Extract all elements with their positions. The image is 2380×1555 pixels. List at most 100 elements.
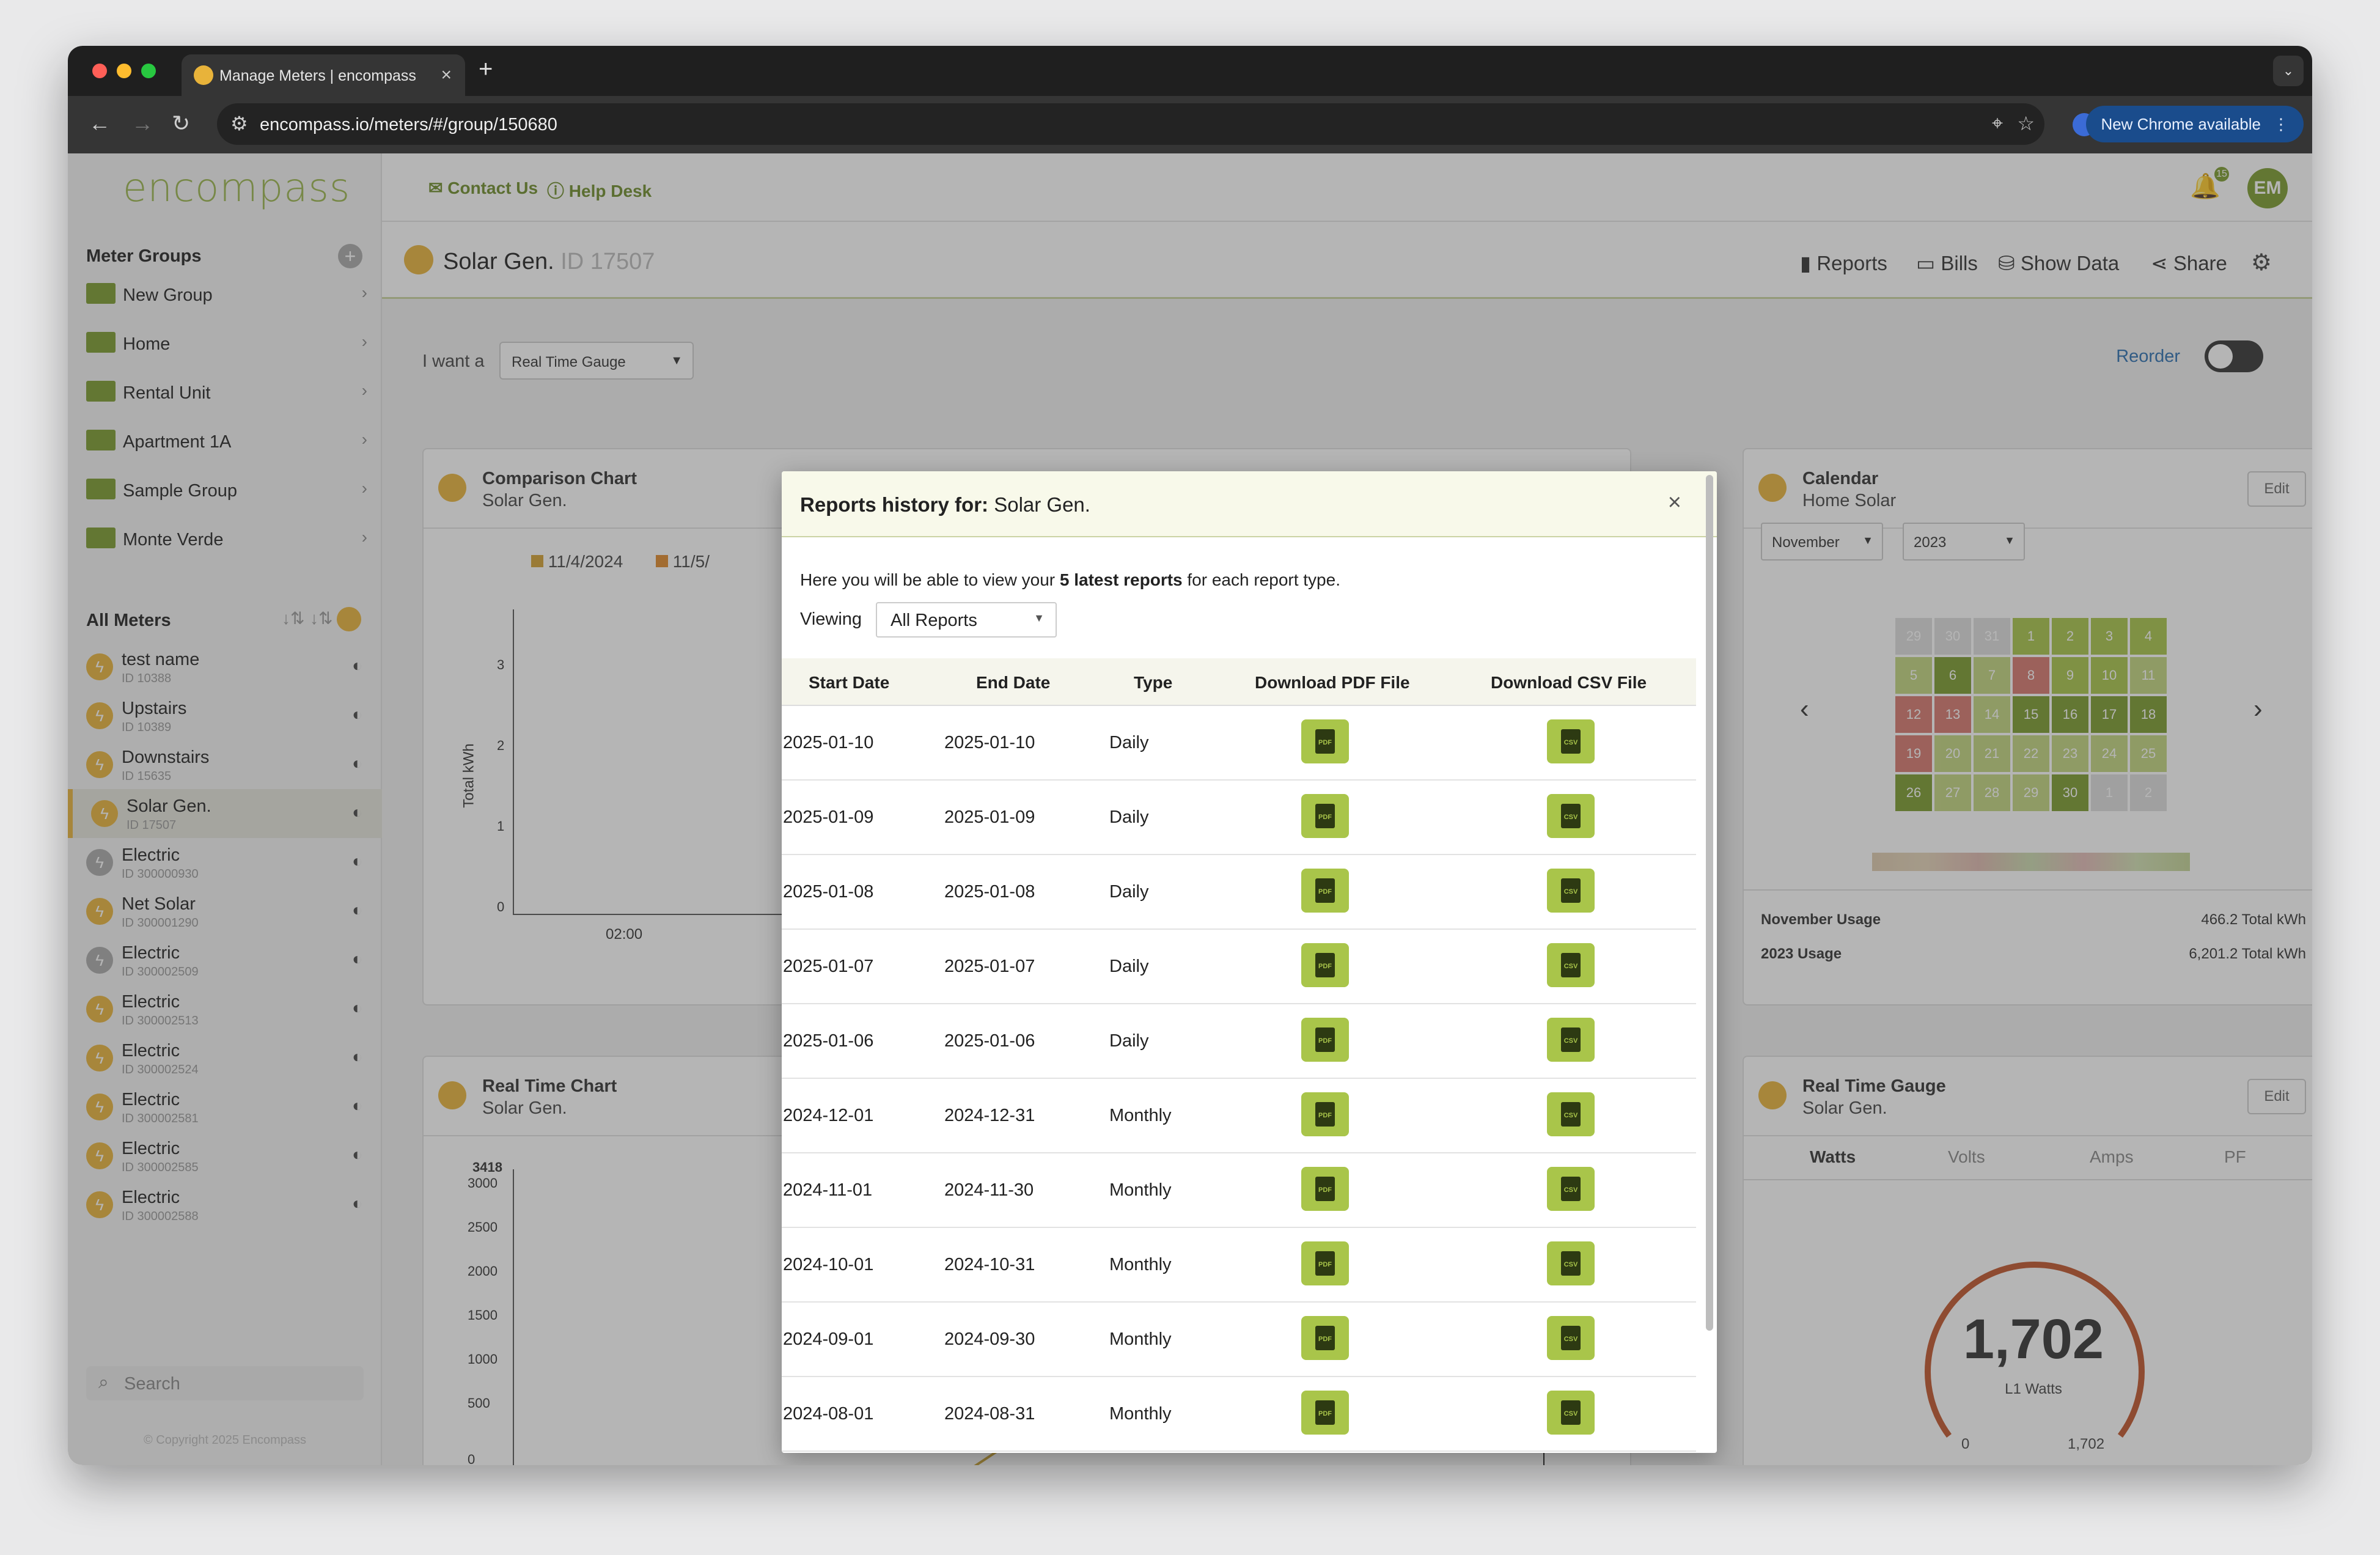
meter-search[interactable]: ⌕ Search	[86, 1366, 364, 1400]
tab-close-icon[interactable]: ×	[441, 65, 452, 85]
calendar-day[interactable]: 2	[2052, 618, 2088, 655]
help-desk-link[interactable]: ⓘ Help Desk	[547, 182, 652, 200]
calendar-day[interactable]: 12	[1895, 696, 1932, 733]
download-pdf-button[interactable]: PDF	[1301, 869, 1349, 913]
calendar-day[interactable]: 23	[2052, 735, 2088, 772]
gear-icon[interactable]: ⚙	[2250, 250, 2272, 276]
sidebar-group[interactable]: Apartment 1A ›	[86, 422, 367, 459]
download-pdf-button[interactable]: PDF	[1301, 1018, 1349, 1062]
forward-icon[interactable]: →	[131, 111, 153, 136]
legend-item-1[interactable]: 11/4/2024	[531, 552, 623, 572]
calendar-day[interactable]: 25	[2130, 735, 2167, 772]
visibility-icon[interactable]: ◐	[352, 705, 362, 724]
bell-icon[interactable]: 🔔 15	[2190, 167, 2229, 200]
calendar-day[interactable]: 1	[2013, 618, 2049, 655]
logo[interactable]: encompass	[123, 166, 351, 211]
calendar-day[interactable]: 13	[1934, 696, 1971, 733]
download-csv-button[interactable]: CSV	[1547, 1092, 1595, 1136]
calendar-day[interactable]: 20	[1934, 735, 1971, 772]
download-csv-button[interactable]: CSV	[1547, 1241, 1595, 1285]
viewing-select[interactable]: All Reports ▼	[876, 602, 1057, 638]
calendar-day[interactable]: 28	[1974, 774, 2010, 811]
calendar-day[interactable]: 30	[1934, 618, 1971, 655]
sidebar-group[interactable]: New Group ›	[86, 276, 367, 312]
visibility-icon[interactable]: ◐	[352, 1145, 362, 1164]
meter-item[interactable]: ϟ Net Solar ID 300001290 ◐	[68, 887, 382, 936]
calendar-day[interactable]: 16	[2052, 696, 2088, 733]
meter-item[interactable]: ϟ Electric ID 300002585 ◐	[68, 1131, 382, 1180]
add-group-icon[interactable]: +	[338, 244, 362, 268]
calendar-day[interactable]: 6	[1934, 657, 1971, 694]
filter-bolt-icon[interactable]	[337, 607, 361, 631]
contact-us-link[interactable]: ✉ Contact Us	[428, 178, 538, 197]
download-pdf-button[interactable]: PDF	[1301, 1316, 1349, 1360]
tab-search-icon[interactable]: ⌄	[2273, 56, 2304, 86]
gauge-tab[interactable]: Amps	[2090, 1147, 2134, 1166]
calendar-day[interactable]: 19	[1895, 735, 1932, 772]
sidebar-group[interactable]: Monte Verde ›	[86, 520, 367, 557]
download-csv-button[interactable]: CSV	[1547, 1167, 1595, 1211]
meter-item[interactable]: ϟ Electric ID 300002513 ◐	[68, 985, 382, 1034]
location-icon[interactable]: ⌖	[1991, 112, 2003, 134]
calendar-day[interactable]: 10	[2091, 657, 2128, 694]
chrome-update-button[interactable]: New Chrome available ⋮	[2086, 106, 2304, 142]
calendar-day[interactable]: 22	[2013, 735, 2049, 772]
sidebar-group[interactable]: Sample Group ›	[86, 471, 367, 508]
calendar-day[interactable]: 14	[1974, 696, 2010, 733]
sort-alpha-icon[interactable]: ↓⇅	[282, 609, 305, 628]
avatar[interactable]: EM	[2247, 168, 2288, 208]
chevron-left-icon[interactable]: ‹	[1800, 694, 1809, 724]
download-pdf-button[interactable]: PDF	[1301, 1167, 1349, 1211]
reports-button[interactable]: ▮ Reports	[1800, 252, 1887, 274]
calendar-day[interactable]: 24	[2091, 735, 2128, 772]
legend-item-2[interactable]: 11/5/	[656, 552, 710, 572]
visibility-icon[interactable]: ◐	[352, 900, 362, 919]
calendar-day[interactable]: 29	[2013, 774, 2049, 811]
download-pdf-button[interactable]: PDF	[1301, 719, 1349, 763]
active-tab[interactable]: Manage Meters | encompass ×	[182, 54, 465, 96]
download-pdf-button[interactable]: PDF	[1301, 1092, 1349, 1136]
maximize-window-button[interactable]	[141, 64, 156, 78]
calendar-day[interactable]: 31	[1974, 618, 2010, 655]
meter-item[interactable]: ϟ Electric ID 300002509 ◐	[68, 936, 382, 985]
visibility-icon[interactable]: ◐	[352, 1194, 362, 1213]
edit-button[interactable]: Edit	[2247, 1079, 2306, 1114]
download-pdf-button[interactable]: PDF	[1301, 1391, 1349, 1435]
download-csv-button[interactable]: CSV	[1547, 869, 1595, 913]
reorder-toggle[interactable]	[2205, 340, 2263, 372]
close-icon[interactable]: ×	[1667, 490, 1681, 515]
modal-scrollbar[interactable]	[1706, 475, 1713, 1331]
bookmark-star-icon[interactable]: ☆	[2017, 112, 2035, 134]
download-pdf-button[interactable]: PDF	[1301, 1241, 1349, 1285]
download-csv-button[interactable]: CSV	[1547, 719, 1595, 763]
meter-item[interactable]: ϟ Downstairs ID 15635 ◐	[68, 740, 382, 789]
calendar-day[interactable]: 3	[2091, 618, 2128, 655]
download-csv-button[interactable]: CSV	[1547, 1316, 1595, 1360]
meter-item[interactable]: ϟ Electric ID 300002524 ◐	[68, 1034, 382, 1083]
download-csv-button[interactable]: CSV	[1547, 1391, 1595, 1435]
download-pdf-button[interactable]: PDF	[1301, 794, 1349, 838]
month-select[interactable]: November ▼	[1761, 523, 1883, 561]
meter-item[interactable]: ϟ Electric ID 300002581 ◐	[68, 1083, 382, 1131]
download-csv-button[interactable]: CSV	[1547, 794, 1595, 838]
calendar-day[interactable]: 21	[1974, 735, 2010, 772]
download-csv-button[interactable]: CSV	[1547, 1018, 1595, 1062]
site-info-icon[interactable]: ⚙	[230, 112, 248, 134]
calendar-day[interactable]: 8	[2013, 657, 2049, 694]
calendar-day[interactable]: 9	[2052, 657, 2088, 694]
visibility-icon[interactable]: ◐	[352, 803, 362, 822]
calendar-day[interactable]: 27	[1934, 774, 1971, 811]
meter-item[interactable]: ϟ Electric ID 300002588 ◐	[68, 1180, 382, 1223]
show-data-button[interactable]: ⛁ Show Data	[1998, 252, 2120, 274]
close-window-button[interactable]	[92, 64, 107, 78]
reload-icon[interactable]: ↻	[172, 111, 191, 136]
visibility-icon[interactable]: ◐	[352, 949, 362, 968]
visibility-icon[interactable]: ◐	[352, 998, 362, 1017]
calendar-day[interactable]: 15	[2013, 696, 2049, 733]
calendar-day[interactable]: 2	[2130, 774, 2167, 811]
url-bar[interactable]: ⚙ encompass.io/meters/#/group/150680 ⌖ ☆	[217, 103, 2044, 145]
calendar-day[interactable]: 30	[2052, 774, 2088, 811]
visibility-icon[interactable]: ◐	[352, 1096, 362, 1115]
visibility-icon[interactable]: ◐	[352, 1047, 362, 1066]
visibility-icon[interactable]: ◐	[352, 754, 362, 773]
